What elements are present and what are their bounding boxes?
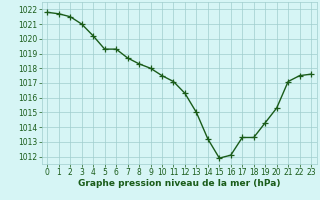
X-axis label: Graphe pression niveau de la mer (hPa): Graphe pression niveau de la mer (hPa) xyxy=(78,179,280,188)
